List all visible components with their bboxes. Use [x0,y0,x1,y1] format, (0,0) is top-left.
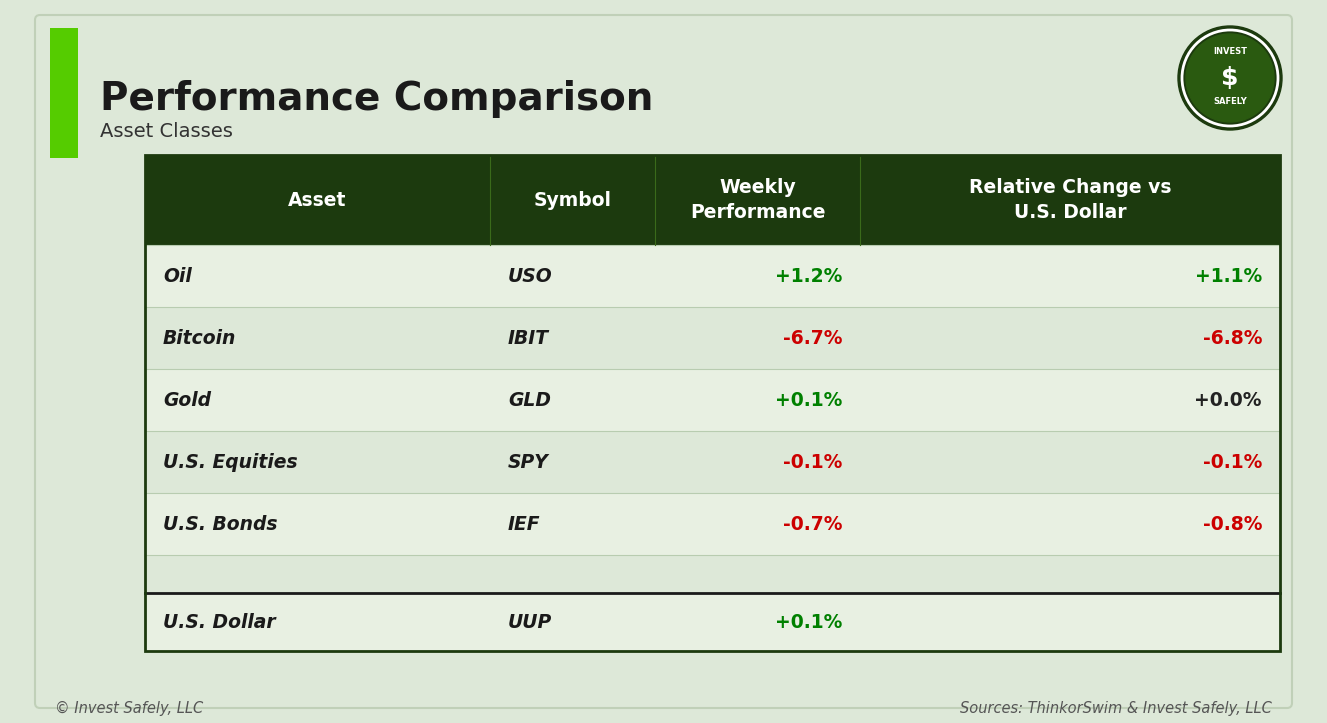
Text: USO: USO [508,267,553,286]
Text: +1.1%: +1.1% [1194,267,1262,286]
Bar [145,593,1281,651]
Text: -0.1%: -0.1% [783,453,843,471]
Bar [145,431,1281,493]
Bar [145,555,1281,593]
Bar [145,155,1281,651]
Text: -0.8%: -0.8% [1202,515,1262,534]
Text: Sources: ThinkorSwim & Invest Safely, LLC: Sources: ThinkorSwim & Invest Safely, LL… [961,701,1273,716]
Text: Oil: Oil [163,267,191,286]
Text: -6.8%: -6.8% [1202,328,1262,348]
Text: SPY: SPY [508,453,549,471]
Text: +1.2%: +1.2% [775,267,843,286]
Text: -0.1%: -0.1% [1202,453,1262,471]
Bar [145,307,1281,369]
Text: Gold: Gold [163,390,211,409]
FancyBboxPatch shape [35,15,1292,708]
Bar [50,28,78,158]
Bar [145,155,1281,245]
Circle shape [1178,26,1282,130]
Text: $: $ [1221,66,1238,90]
Text: UUP: UUP [508,612,552,631]
Text: -0.7%: -0.7% [783,515,843,534]
Text: +0.0%: +0.0% [1194,390,1262,409]
Text: IBIT: IBIT [508,328,549,348]
Text: © Invest Safely, LLC: © Invest Safely, LLC [54,701,203,716]
Bar [145,245,1281,307]
Text: +0.1%: +0.1% [775,612,843,631]
Text: Bitcoin: Bitcoin [163,328,236,348]
Bar [145,493,1281,555]
Text: Performance Comparison: Performance Comparison [100,80,653,118]
Text: U.S. Bonds: U.S. Bonds [163,515,277,534]
Text: SAFELY: SAFELY [1213,98,1247,106]
Text: Asset Classes: Asset Classes [100,122,232,141]
Text: GLD: GLD [508,390,551,409]
Text: U.S. Dollar: U.S. Dollar [163,612,276,631]
Text: IEF: IEF [508,515,540,534]
Text: Asset: Asset [288,190,346,210]
Text: +0.1%: +0.1% [775,390,843,409]
Text: INVEST: INVEST [1213,48,1247,56]
Text: -6.7%: -6.7% [783,328,843,348]
Text: Relative Change vs
U.S. Dollar: Relative Change vs U.S. Dollar [969,178,1172,222]
Circle shape [1186,34,1274,122]
Text: Symbol: Symbol [533,190,612,210]
Text: Weekly
Performance: Weekly Performance [690,178,825,222]
Text: U.S. Equities: U.S. Equities [163,453,297,471]
Bar [145,369,1281,431]
